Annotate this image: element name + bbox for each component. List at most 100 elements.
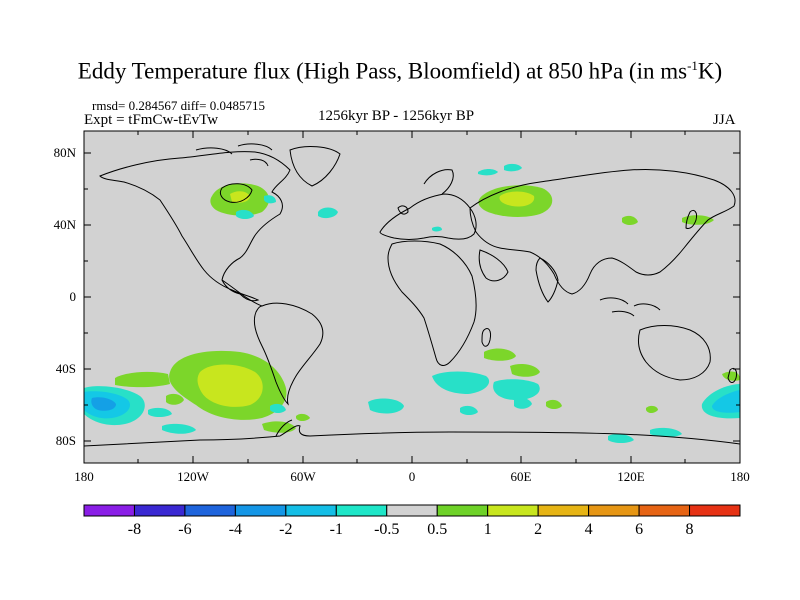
anomaly-green-indian-2 xyxy=(510,364,540,377)
lat-label-40n: 40N xyxy=(53,217,76,232)
anomaly-green-australia xyxy=(646,405,658,413)
anomaly-cyan-south-pacific-east xyxy=(650,427,682,437)
colorbar-swatch xyxy=(588,504,640,517)
anomaly-green-small-3 xyxy=(116,375,126,383)
coast-madagascar xyxy=(481,327,491,347)
anomaly-green-indian-1 xyxy=(484,348,516,361)
coast-scandinavia xyxy=(423,169,454,195)
colorbar-label: 0.5 xyxy=(427,521,448,538)
anomaly-yellow-south-pacific xyxy=(197,364,263,407)
colorbar-label: -8 xyxy=(127,521,142,538)
anomaly-yellow-eurasia xyxy=(499,191,535,207)
coast-arabia xyxy=(478,249,509,282)
coast-africa xyxy=(387,240,477,366)
anomaly-green-south-pacific-ext xyxy=(115,371,170,388)
colorbar-label: -1 xyxy=(329,521,343,538)
colorbar-label: 8 xyxy=(685,521,694,538)
experiment-label: Expt = tFmCw-tEvTw xyxy=(84,112,219,128)
season-label: JJA xyxy=(713,112,736,128)
anomaly-cyan-indian-2 xyxy=(493,379,540,400)
stats-text: rmsd= 0.284567 diff= 0.0485715 xyxy=(92,98,265,113)
coast-europe xyxy=(379,193,477,240)
anomaly-cyan-small-2 xyxy=(162,423,196,434)
anomaly-green-drake xyxy=(262,421,296,433)
coast-asia xyxy=(469,169,736,295)
colorbar-label: 6 xyxy=(635,521,644,538)
coast-central-america xyxy=(221,279,263,307)
colorbar-label: 4 xyxy=(584,521,593,538)
title-end: K) xyxy=(697,58,723,84)
colorbar-swatch xyxy=(638,504,691,517)
coast-japan xyxy=(685,209,697,229)
colorbar-label: 1 xyxy=(483,521,492,538)
chart-title: Eddy Temperature flux (High Pass, Bloomf… xyxy=(0,58,800,85)
anomaly-cyan-newfoundland xyxy=(264,195,276,204)
period-label: 1256kyr BP - 1256kyr BP xyxy=(318,108,475,124)
lon-label-180w: 180 xyxy=(74,469,94,484)
anomaly-green-small-1 xyxy=(166,393,184,405)
anomaly-cyan-europe xyxy=(432,226,442,232)
lon-label-120w: 120W xyxy=(177,469,209,484)
coast-north-america xyxy=(99,151,291,302)
colorbar-swatch xyxy=(537,504,590,517)
lon-label-0: 0 xyxy=(408,469,416,484)
anomaly-cyan-great-lakes xyxy=(236,209,254,219)
colorbar-swatch xyxy=(285,504,337,517)
lat-label-80n: 80N xyxy=(53,145,76,160)
colorbar-label: 2 xyxy=(534,521,543,538)
anomaly-cyan-south-australia xyxy=(608,433,634,443)
lon-label-60w: 60W xyxy=(290,469,316,484)
coast-indonesia xyxy=(599,297,661,317)
anomaly-cyan-drake xyxy=(270,403,286,413)
colorbar-label: -0.5 xyxy=(374,521,400,538)
anomaly-cyan-south-atlantic xyxy=(368,398,404,414)
anomaly-cyan-arctic-2 xyxy=(504,163,522,172)
lat-label-40s: 40S xyxy=(55,361,76,376)
lon-label-180e: 180 xyxy=(730,469,750,484)
colorbar-label: -2 xyxy=(279,521,293,538)
colorbar-swatch xyxy=(335,504,388,517)
anomaly-yellow-hudson xyxy=(230,191,250,203)
lon-ticks xyxy=(83,131,686,463)
anomaly-cyan-indian-4 xyxy=(460,405,478,415)
lat-label-80s: 80S xyxy=(55,433,76,448)
coast-antarctica xyxy=(84,425,740,447)
lon-label-60e: 60E xyxy=(510,469,532,484)
anomaly-green-small-2 xyxy=(296,413,310,421)
title-superscript: -1 xyxy=(687,58,698,73)
anomaly-cyan-small-1 xyxy=(148,407,172,417)
coast-south-america xyxy=(253,302,324,406)
anomaly-deepblue-dateline xyxy=(91,397,116,411)
coast-canadian-arctic xyxy=(195,143,273,167)
coast-antarctic-peninsula xyxy=(275,419,293,437)
coastlines xyxy=(84,143,740,447)
coast-australia xyxy=(637,325,711,381)
colorbar-swatch xyxy=(436,504,489,517)
coast-greenland xyxy=(289,146,341,187)
anomaly-fields xyxy=(84,163,740,443)
coast-hudson-bay xyxy=(219,183,253,203)
lat-ticks xyxy=(84,152,740,442)
colorbar-swatch xyxy=(83,504,135,517)
anomaly-blue-east-dateline xyxy=(712,390,740,413)
anomaly-cyan-arctic-1 xyxy=(478,169,498,176)
colorbar-swatch xyxy=(689,504,741,517)
lon-label-120e: 120E xyxy=(617,469,645,484)
map-background xyxy=(84,131,740,463)
colorbar-swatch xyxy=(487,504,539,517)
title-main: Eddy Temperature flux (High Pass, Bloomf… xyxy=(77,58,688,84)
anomaly-cyan-indian-3 xyxy=(514,397,532,409)
anomaly-cyan-indian-1 xyxy=(432,371,490,394)
anomaly-green-china xyxy=(622,215,638,225)
colorbar-label: -6 xyxy=(178,521,192,538)
colorbar-label: -4 xyxy=(228,521,243,538)
colorbar-swatch xyxy=(133,504,186,517)
anomaly-cyan-north-atlantic xyxy=(318,207,338,219)
colorbar xyxy=(83,504,741,517)
colorbar-swatch xyxy=(234,504,287,517)
coast-india xyxy=(535,257,559,303)
colorbar-swatch xyxy=(184,504,236,517)
lat-label-0: 0 xyxy=(69,289,77,304)
colorbar-swatch xyxy=(386,504,438,517)
coast-britain xyxy=(397,205,409,215)
